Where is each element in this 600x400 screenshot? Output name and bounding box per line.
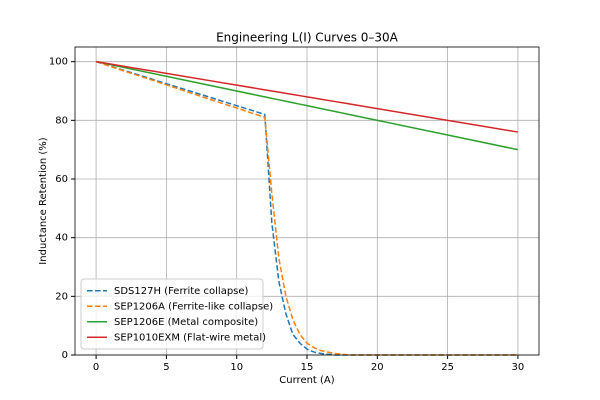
y-tick-label: 60 (55, 174, 68, 185)
x-tick-label: 5 (163, 362, 169, 373)
x-axis-label: Current (A) (279, 375, 334, 386)
x-tick-label: 20 (371, 362, 384, 373)
x-tick-label: 30 (512, 362, 525, 373)
legend-label: SEP1206A (Ferrite-like collapse) (114, 301, 273, 312)
y-axis-label: Inductance Retention (%) (38, 137, 49, 264)
y-tick-label: 80 (55, 115, 68, 126)
x-tick-label: 15 (301, 362, 314, 373)
plot-frame (74, 46, 540, 356)
legend-box (80, 278, 264, 350)
series-line (95, 60, 519, 151)
x-tick-label: 0 (93, 362, 99, 373)
x-tick-label: 10 (230, 362, 243, 373)
legend-label: SDS127H (Ferrite collapse) (114, 286, 249, 297)
legend-label: SEP1010EXM (Flat-wire metal) (114, 332, 266, 343)
series-line (95, 60, 519, 133)
y-tick-label: 100 (49, 57, 68, 68)
chart-title: Engineering L(I) Curves 0–30A (216, 31, 399, 45)
y-tick-label: 40 (55, 233, 68, 244)
legend-label: SEP1206E (Metal composite) (114, 317, 258, 328)
legend: SDS127H (Ferrite collapse) SEP1206A (Ferr… (80, 278, 273, 350)
y-tick-label: 0 (62, 350, 68, 361)
x-tick-label: 25 (441, 362, 454, 373)
y-tick-label: 20 (55, 291, 68, 302)
